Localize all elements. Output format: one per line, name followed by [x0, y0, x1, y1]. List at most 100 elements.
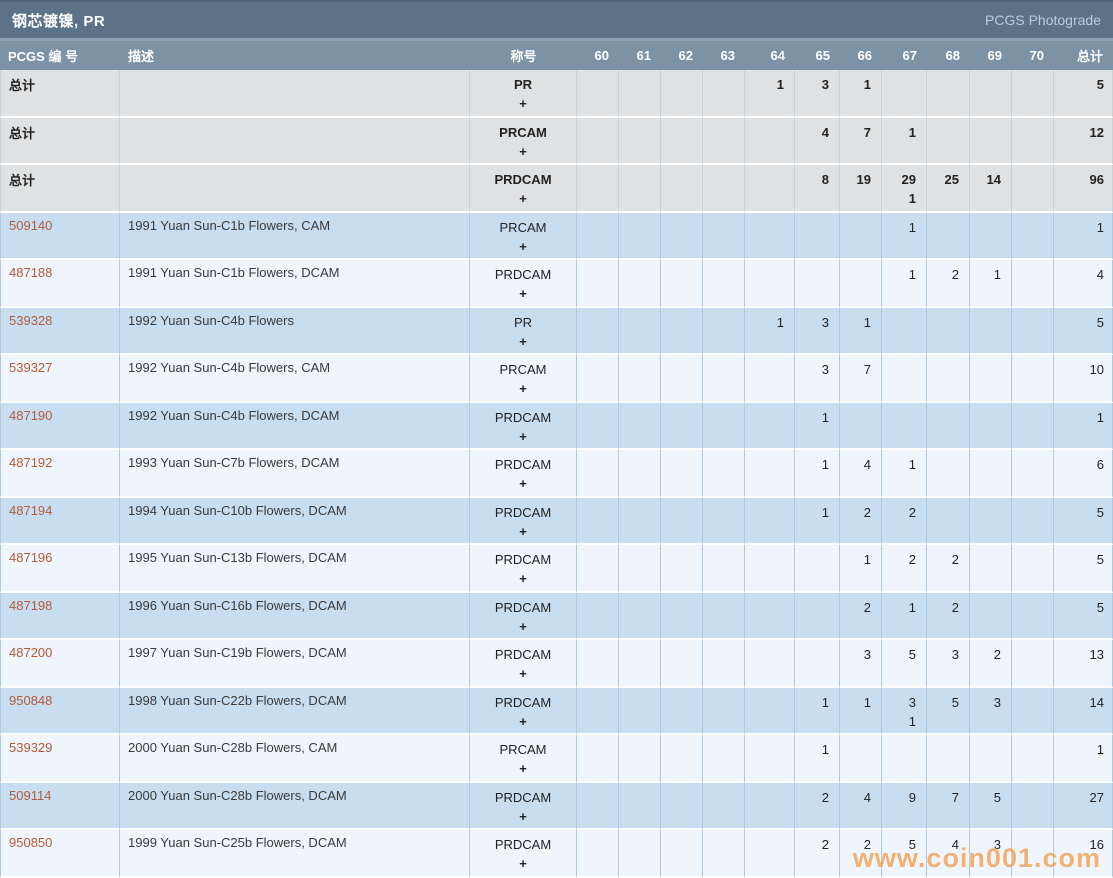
col-header-grade-67: 67	[882, 41, 927, 70]
grade-count: 2	[821, 837, 829, 852]
table-row: 487196 1995 Yuan Sun-C13b Flowers, DCAM …	[0, 545, 1113, 593]
grade-cell-70	[1012, 307, 1054, 355]
pcgs-number-link[interactable]: 487196	[9, 550, 53, 565]
grade-count: 25	[944, 172, 959, 187]
pcgs-number-link[interactable]: 509114	[9, 787, 52, 803]
total-count: 6	[1096, 457, 1104, 472]
grade-cell-67: 2	[882, 545, 927, 593]
total-cell: 5	[1054, 592, 1113, 640]
grade-count: 3	[863, 647, 871, 662]
pcgs-number-link[interactable]: 487200	[9, 645, 53, 660]
grade-cell-63	[703, 782, 745, 830]
designation-label: PRDCAM	[494, 552, 552, 567]
grade-cell-63	[703, 450, 745, 498]
grade-cell-60	[577, 782, 619, 830]
grade-count: 19	[856, 172, 871, 187]
grade-cell-64	[745, 592, 795, 640]
grade-cell-62	[661, 687, 703, 735]
total-cell: 10	[1054, 355, 1113, 403]
grade-cell-68: 3	[927, 640, 970, 688]
grade-cell-61	[619, 545, 661, 593]
grade-cell-63	[703, 735, 745, 783]
pcgs-number-link[interactable]: 487198	[9, 597, 53, 613]
grade-count: 2	[863, 837, 871, 852]
pcgs-number-cell: 487198	[0, 592, 120, 640]
grade-cell-67: 5	[882, 640, 927, 688]
description-cell: 1993 Yuan Sun-C7b Flowers, DCAM	[120, 450, 470, 498]
grade-cell-64	[745, 497, 795, 545]
grade-cell-66: 1	[840, 545, 882, 593]
grade-count: 7	[863, 124, 871, 140]
grade-cell-69	[970, 735, 1012, 783]
table-row: 487190 1992 Yuan Sun-C4b Flowers, DCAM P…	[0, 402, 1113, 450]
grade-count: 1	[776, 314, 784, 330]
pcgs-number-link[interactable]: 487194	[9, 502, 53, 518]
description-text: 1991 Yuan Sun-C1b Flowers, DCAM	[128, 265, 340, 280]
grade-cell-60	[577, 165, 619, 213]
grade-cell-68	[927, 402, 970, 450]
grade-cell-69: 3	[970, 687, 1012, 735]
designation-cell: PRDCAM +	[470, 260, 577, 308]
grade-cell-60	[577, 117, 619, 165]
designation-label: PRDCAM	[494, 409, 552, 425]
plus-grade-label: +	[519, 476, 527, 491]
grade-cell-67	[882, 355, 927, 403]
designation-cell: PRCAM +	[470, 117, 577, 165]
col-header-grade-65: 65	[795, 41, 840, 70]
pcgs-number-cell: 539328	[0, 307, 120, 355]
pcgs-number-link[interactable]: 950848	[9, 692, 53, 708]
pcgs-number-link[interactable]: 950850	[9, 835, 53, 850]
pcgs-number-link[interactable]: 539327	[9, 360, 53, 375]
grade-cell-63	[703, 687, 745, 735]
total-cell: 5	[1054, 307, 1113, 355]
grade-cell-67: 1	[882, 117, 927, 165]
grade-cell-65	[795, 640, 840, 688]
grade-cell-63	[703, 70, 745, 118]
grade-cell-62	[661, 830, 703, 878]
grade-cell-63	[703, 497, 745, 545]
designation-cell: PRDCAM +	[470, 640, 577, 688]
grade-count: 2	[951, 552, 959, 567]
description-text: 1996 Yuan Sun-C16b Flowers, DCAM	[128, 597, 347, 613]
grade-count: 1	[863, 552, 871, 567]
total-row-label: 总计	[9, 78, 36, 93]
total-cell: 27	[1054, 782, 1113, 830]
grade-cell-64	[745, 450, 795, 498]
description-text: 1992 Yuan Sun-C4b Flowers, CAM	[128, 360, 331, 375]
total-count: 5	[1096, 314, 1104, 330]
designation-label: PRDCAM	[494, 267, 552, 282]
designation-label: PRDCAM	[494, 694, 552, 710]
grade-cell-61	[619, 687, 661, 735]
population-table: PCGS 编 号 描述 称号 60 61 62 63 64 65 66 67 68 69 70 总计 …	[0, 41, 1113, 878]
grade-cell-68	[927, 497, 970, 545]
pcgs-number-link[interactable]: 487192	[9, 455, 53, 470]
description-cell: 1994 Yuan Sun-C10b Flowers, DCAM	[120, 497, 470, 545]
pcgs-number-link[interactable]: 509140	[9, 217, 53, 233]
grade-cell-62	[661, 735, 703, 783]
grade-count: 3	[908, 694, 916, 710]
pcgs-number-link[interactable]: 539329	[9, 740, 53, 755]
description-text: 1992 Yuan Sun-C4b Flowers	[128, 312, 294, 328]
grade-cell-61	[619, 260, 661, 308]
designation-cell: PRCAM +	[470, 212, 577, 260]
grade-cell-60	[577, 640, 619, 688]
pcgs-number-cell: 总计	[0, 70, 120, 118]
grade-count: 1	[863, 77, 871, 92]
pcgs-number-link[interactable]: 487188	[9, 265, 53, 280]
pcgs-number-link[interactable]: 487190	[9, 407, 53, 423]
designation-label: PRCAM	[499, 124, 547, 140]
grade-cell-65	[795, 260, 840, 308]
table-row: 539328 1992 Yuan Sun-C4b Flowers PR + 1 3…	[0, 307, 1113, 355]
grade-cell-65: 1	[795, 402, 840, 450]
pcgs-number-cell: 487194	[0, 497, 120, 545]
total-cell: 1	[1054, 735, 1113, 783]
grade-count: 5	[993, 789, 1001, 805]
grade-cell-68	[927, 307, 970, 355]
pcgs-photograde-link[interactable]: PCGS Photograde	[985, 12, 1101, 28]
grade-count: 3	[993, 837, 1001, 852]
grade-cell-64	[745, 260, 795, 308]
pcgs-number-link[interactable]: 539328	[9, 312, 53, 328]
grade-cell-66	[840, 212, 882, 260]
grade-cell-70	[1012, 402, 1054, 450]
total-cell: 6	[1054, 450, 1113, 498]
